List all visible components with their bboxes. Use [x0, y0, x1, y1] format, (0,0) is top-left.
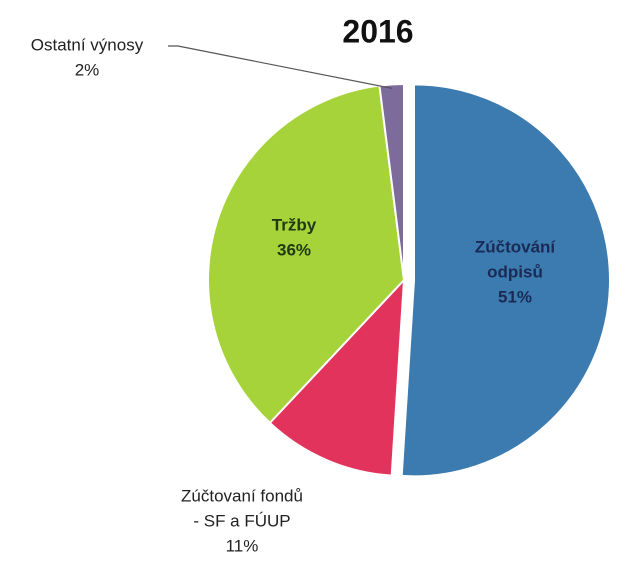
slice-value-label: 2% — [75, 60, 100, 79]
slice-label: odpisů — [487, 262, 543, 281]
slice-label: Zúčtování — [475, 237, 557, 256]
slice-label: Zúčtovaní fondů — [181, 486, 303, 505]
slice-label: - SF a FÚUP — [193, 511, 290, 530]
leader-line — [168, 45, 393, 89]
slice-label: Tržby — [272, 215, 317, 234]
pie-slice — [207, 84, 406, 425]
pie-slice — [268, 277, 406, 477]
slice-value-label: 51% — [498, 287, 532, 306]
slice-value-label: 11% — [226, 536, 259, 555]
slice-label: Ostatní výnosy — [31, 35, 144, 54]
chart-title: 2016 — [342, 13, 413, 49]
slice-value-label: 36% — [277, 240, 311, 259]
pie-slice — [400, 83, 611, 478]
